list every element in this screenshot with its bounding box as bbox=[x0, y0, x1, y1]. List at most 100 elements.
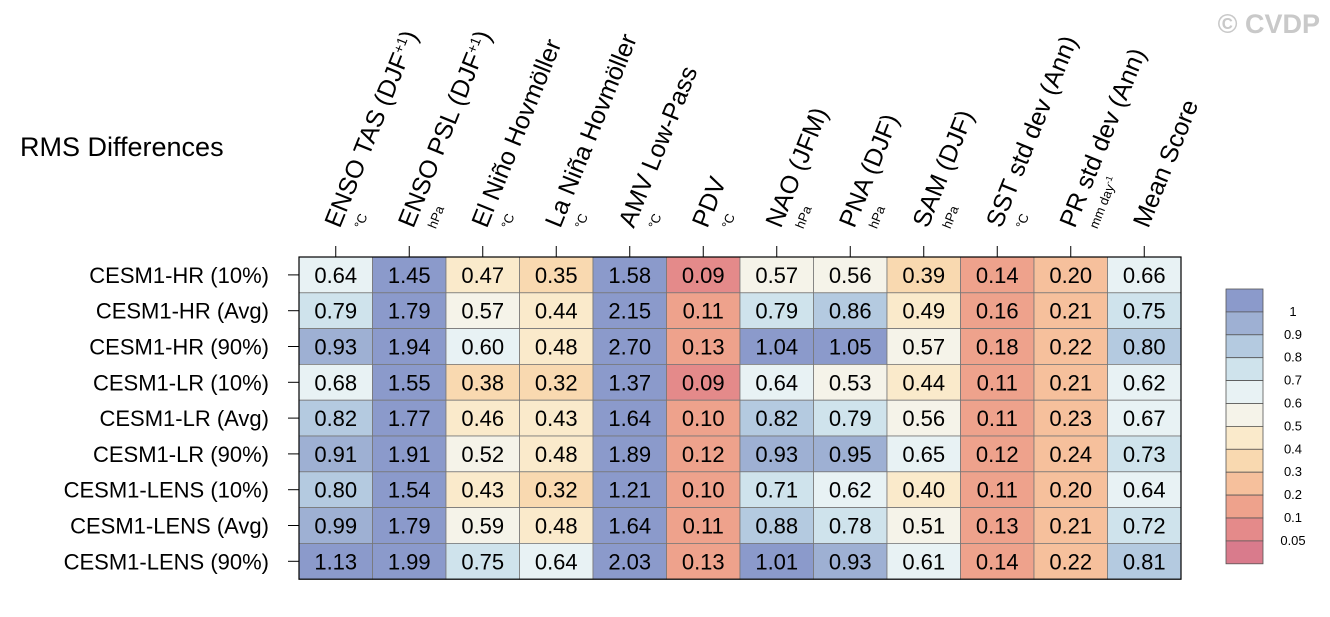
cell-value-label: 0.71 bbox=[755, 478, 798, 503]
cell-value-label: 1.77 bbox=[388, 406, 431, 431]
heatmap-cell bbox=[739, 507, 814, 544]
colorbar-swatch bbox=[1225, 380, 1264, 404]
column-unit-label: °C bbox=[645, 211, 664, 230]
heatmap-cell bbox=[592, 363, 667, 401]
cell-value-label: 0.64 bbox=[314, 263, 357, 288]
heatmap-cell bbox=[1033, 363, 1108, 401]
colorbar-swatch bbox=[1225, 517, 1264, 542]
cell-value-label: 0.80 bbox=[1123, 335, 1166, 360]
row-label: CESM1-HR (90%) bbox=[89, 335, 269, 360]
heatmap-cell bbox=[886, 256, 961, 294]
cell-value-label: 0.20 bbox=[1049, 263, 1092, 288]
heatmap-cell bbox=[592, 471, 667, 508]
heatmap-cell bbox=[666, 328, 741, 365]
cell-value-label: 0.73 bbox=[1123, 442, 1166, 467]
cell-value-label: 1.58 bbox=[608, 263, 651, 288]
cell-value-label: 1.79 bbox=[388, 514, 431, 539]
column-unit-label: °C bbox=[351, 211, 370, 230]
cell-value-label: 1.64 bbox=[608, 514, 651, 539]
cell-value-label: 0.39 bbox=[902, 263, 945, 288]
colorbar-swatch bbox=[1225, 471, 1264, 496]
cell-value-label: 0.62 bbox=[1123, 370, 1166, 395]
row-labels: CESM1-HR (10%) CESM1-HR (Avg) CESM1-HR (90… bbox=[64, 263, 299, 574]
cell-value-label: 0.48 bbox=[535, 514, 578, 539]
heatmap-cell bbox=[886, 435, 961, 473]
cell-value-label: 0.22 bbox=[1049, 335, 1092, 360]
cell-value-label: 0.11 bbox=[977, 478, 1018, 503]
colorbar-tick-label: 0.7 bbox=[1284, 373, 1302, 388]
heatmap-cell bbox=[960, 328, 1035, 365]
colorbar-swatch bbox=[1225, 311, 1264, 336]
cell-value-label: 0.10 bbox=[682, 406, 725, 431]
colorbar-swatch bbox=[1225, 540, 1264, 565]
heatmap-cell bbox=[372, 435, 447, 473]
cell-value-label: 0.65 bbox=[902, 442, 945, 467]
cell-value-label: 0.95 bbox=[829, 442, 872, 467]
cell-value-label: 0.99 bbox=[314, 514, 357, 539]
colorbar-tick-label: 0.1 bbox=[1284, 510, 1302, 525]
heatmap-cell bbox=[960, 507, 1035, 544]
cell-value-label: 0.09 bbox=[682, 370, 725, 395]
cell-value-label: 0.82 bbox=[314, 406, 357, 431]
cell-value-label: 0.75 bbox=[461, 549, 504, 574]
cell-value-label: 1.21 bbox=[608, 478, 651, 503]
cell-value-label: 0.52 bbox=[461, 442, 504, 467]
column-header: PDV°C bbox=[687, 173, 738, 231]
heatmap-cell bbox=[739, 471, 814, 508]
heatmap-cell bbox=[960, 471, 1035, 508]
colorbar-tick-label: 0.8 bbox=[1284, 350, 1302, 365]
cell-value-label: 0.57 bbox=[461, 299, 504, 324]
colorbar-swatch bbox=[1225, 448, 1264, 473]
heatmap-cell bbox=[592, 292, 667, 329]
heatmap-cell bbox=[813, 256, 888, 294]
cell-value-label: 0.32 bbox=[535, 370, 578, 395]
cell-value-label: 0.38 bbox=[461, 370, 504, 395]
heatmap-cell bbox=[445, 435, 520, 473]
heatmap-cell bbox=[739, 292, 814, 329]
heatmap-cell bbox=[372, 399, 447, 437]
cell-value-label: 0.60 bbox=[461, 335, 504, 360]
cell-value-label: 0.18 bbox=[976, 335, 1019, 360]
row-label: CESM1-HR (Avg) bbox=[96, 299, 269, 324]
cell-value-label: 0.49 bbox=[902, 299, 945, 324]
heatmap-cell bbox=[592, 399, 667, 437]
cell-value-label: 1.55 bbox=[388, 370, 431, 395]
heatmap-cell bbox=[298, 399, 373, 437]
cell-value-label: 0.78 bbox=[829, 514, 872, 539]
cell-value-label: 0.57 bbox=[902, 335, 945, 360]
cell-value-label: 0.21 bbox=[1049, 299, 1092, 324]
heatmap-cell bbox=[1033, 256, 1108, 294]
row-label: CESM1-LR (10%) bbox=[93, 370, 269, 395]
cell-value-label: 1.05 bbox=[829, 335, 872, 360]
heatmap-cell bbox=[298, 292, 373, 329]
colorbar-tick-label: 0.05 bbox=[1280, 533, 1305, 548]
heatmap-cell bbox=[739, 435, 814, 473]
heatmap-cell bbox=[445, 292, 520, 329]
cell-value-label: 0.56 bbox=[829, 263, 872, 288]
cell-value-label: 2.70 bbox=[608, 335, 651, 360]
cell-value-label: 0.47 bbox=[461, 263, 504, 288]
heatmap-cell bbox=[592, 507, 667, 544]
heatmap-cell bbox=[739, 399, 814, 437]
colorbar-legend: 1 0.9 0.8 0.7 0.6 0.5 0.4 0.3 0.2 0.1 0.05 bbox=[1225, 288, 1306, 565]
heatmap-cell bbox=[813, 363, 888, 401]
row-label: CESM1-HR (10%) bbox=[89, 263, 269, 288]
cell-value-label: 0.13 bbox=[682, 549, 725, 574]
cell-value-label: 0.32 bbox=[535, 478, 578, 503]
colorbar-tick-label: 0.4 bbox=[1284, 441, 1302, 456]
cell-value-label: 0.68 bbox=[314, 370, 357, 395]
heatmap-cell bbox=[372, 363, 447, 401]
heatmap-cell bbox=[666, 363, 741, 401]
cell-value-label: 0.48 bbox=[535, 442, 578, 467]
row-label: CESM1-LENS (10%) bbox=[64, 478, 269, 503]
row-label: CESM1-LENS (90%) bbox=[64, 549, 269, 574]
row-label: CESM1-LR (90%) bbox=[93, 442, 269, 467]
heatmap-cell bbox=[592, 435, 667, 473]
heatmap-cell bbox=[813, 471, 888, 508]
cell-value-label: 0.46 bbox=[461, 406, 504, 431]
cell-value-label: 0.09 bbox=[682, 263, 725, 288]
cell-value-label: 0.44 bbox=[902, 370, 945, 395]
cell-value-label: 0.82 bbox=[755, 406, 798, 431]
cell-value-label: 0.21 bbox=[1049, 370, 1092, 395]
chart-title: RMS Differences bbox=[20, 132, 224, 162]
